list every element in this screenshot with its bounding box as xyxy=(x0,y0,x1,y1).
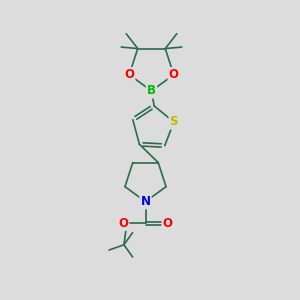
Text: O: O xyxy=(118,217,128,230)
Text: O: O xyxy=(163,217,173,230)
Text: S: S xyxy=(169,116,178,128)
Text: B: B xyxy=(147,84,156,98)
Text: N: N xyxy=(140,195,151,208)
Text: O: O xyxy=(124,68,134,81)
Text: O: O xyxy=(169,68,179,81)
